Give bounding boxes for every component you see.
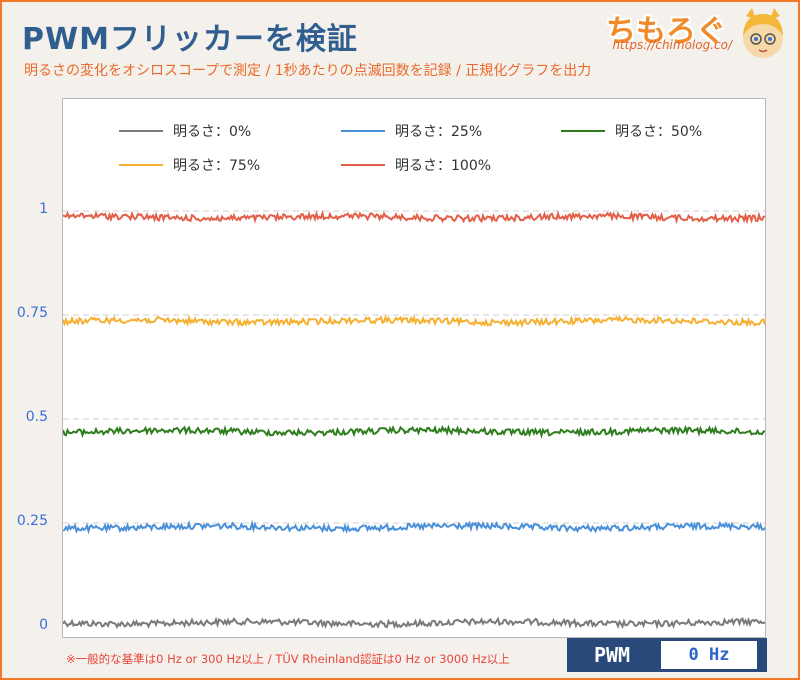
pwm-badge-value: 0 Hz: [661, 641, 757, 669]
pwm-badge: PWM 0 Hz: [567, 638, 767, 672]
y-tick-label: 0: [39, 617, 48, 633]
legend-swatch: [341, 130, 385, 132]
legend-item: 明るさ：75%: [119, 155, 260, 175]
legend-label: 明るさ：0%: [173, 124, 252, 140]
legend-item: 明るさ：25%: [341, 121, 482, 141]
legend-label: 明るさ：25%: [395, 124, 483, 140]
legend-label: 明るさ：100%: [395, 158, 492, 174]
site-logo: ちもろぐ: [606, 14, 726, 49]
chart-svg: [63, 209, 765, 630]
footnote: ※一般的な基準は0 Hz or 300 Hz以上 / TÜV Rheinland…: [66, 652, 510, 666]
y-tick-label: 0.5: [25, 409, 48, 425]
legend-swatch: [561, 130, 605, 132]
legend-label: 明るさ：50%: [615, 124, 703, 140]
legend-item: 明るさ：50%: [561, 121, 702, 141]
legend-swatch: [119, 164, 163, 166]
mascot-icon: [743, 8, 783, 58]
legend-item: 明るさ：0%: [119, 121, 251, 141]
y-tick-label: 0.75: [16, 305, 48, 321]
legend-item: 明るさ：100%: [341, 155, 491, 175]
chart-legend: 明るさ：0% 明るさ：25% 明るさ：50% 明るさ：75% 明るさ：100%: [63, 99, 765, 179]
page-title: PWMフリッカーを検証: [22, 22, 358, 57]
site-url: https://chimolog.co/: [612, 38, 732, 52]
legend-swatch: [119, 130, 163, 132]
series-line-3: [63, 314, 765, 328]
series-line-0: [63, 616, 765, 630]
y-tick-label: 0.25: [16, 513, 48, 529]
page-subtitle: 明るさの変化をオシロスコープで測定 / 1秒あたりの点滅回数を記録 / 正規化グ…: [24, 63, 592, 79]
series-line-4: [63, 209, 765, 225]
y-tick-label: 1: [39, 201, 48, 217]
legend-swatch: [341, 164, 385, 166]
chart-plot-area: 明るさ：0% 明るさ：25% 明るさ：50% 明るさ：75% 明るさ：100%: [62, 98, 766, 638]
legend-label: 明るさ：75%: [173, 158, 261, 174]
series-line-2: [63, 424, 765, 440]
series-line-1: [63, 519, 765, 535]
pwm-badge-label: PWM: [593, 643, 631, 667]
